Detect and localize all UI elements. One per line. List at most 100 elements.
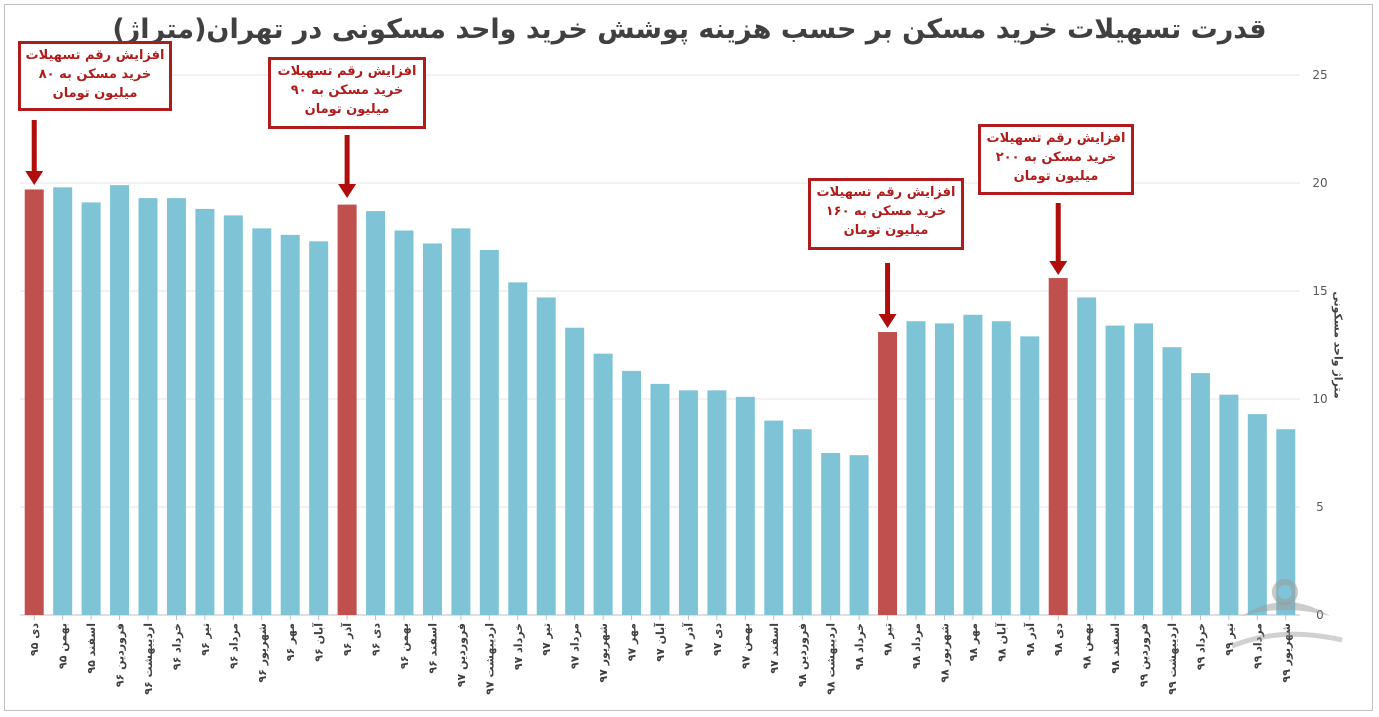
y-axis-label: متراژ واحد مسکونی bbox=[1331, 291, 1345, 399]
x-tick-label: فروردین ۹۶ bbox=[114, 623, 127, 687]
bar bbox=[223, 215, 243, 615]
bar bbox=[934, 323, 954, 615]
bar bbox=[849, 455, 869, 615]
bar bbox=[508, 282, 528, 615]
x-tick-label: دی ۹۵ bbox=[28, 623, 41, 656]
x-tick-label: مهر ۹۸ bbox=[967, 623, 980, 661]
x-tick-label: مرداد ۹۸ bbox=[910, 623, 923, 669]
x-tick-label: فروردین ۹۷ bbox=[455, 623, 468, 687]
x-tick-label: خرداد ۹۶ bbox=[170, 623, 183, 670]
x-tick-label: آذر ۹۸ bbox=[1023, 623, 1037, 656]
x-tick-label: بهمن ۹۶ bbox=[398, 623, 411, 669]
highlighted-bar bbox=[337, 204, 357, 615]
x-tick-label: تیر ۹۷ bbox=[540, 623, 553, 656]
bar bbox=[622, 370, 642, 615]
bar bbox=[1247, 414, 1267, 615]
bar bbox=[821, 453, 841, 615]
x-tick-label: بهمن ۹۷ bbox=[739, 623, 752, 669]
y-tick-label: 0 bbox=[1316, 608, 1324, 622]
bar bbox=[138, 198, 158, 615]
bar bbox=[1077, 297, 1097, 615]
annotation-box: افزایش رقم تسهیلات خرید مسکن به ۸۰ میلیو… bbox=[18, 41, 172, 111]
bar bbox=[166, 198, 186, 615]
bar bbox=[451, 228, 471, 616]
x-tick-label: اسفند ۹۵ bbox=[85, 623, 98, 674]
bar bbox=[1219, 394, 1239, 615]
x-tick-label: اردیبهشت ۹۷ bbox=[483, 623, 496, 695]
y-tick-label: 10 bbox=[1312, 392, 1327, 406]
bar bbox=[536, 297, 556, 615]
arrow-head bbox=[878, 314, 897, 328]
bar bbox=[593, 353, 613, 615]
y-tick-label: 5 bbox=[1316, 500, 1324, 514]
x-tick-label: شهریور ۹۹ bbox=[1280, 623, 1293, 683]
x-tick-label: مهر ۹۶ bbox=[284, 623, 297, 661]
bar bbox=[963, 314, 983, 615]
x-tick-label: شهریور ۹۷ bbox=[597, 623, 610, 683]
x-tick-label: اسفند ۹۶ bbox=[426, 623, 439, 674]
bar bbox=[81, 202, 101, 615]
bar bbox=[565, 327, 585, 615]
y-tick-label: 20 bbox=[1312, 176, 1327, 190]
x-tick-label: تیر ۹۶ bbox=[199, 623, 212, 656]
bar bbox=[991, 321, 1011, 615]
x-tick-label: مهر ۹۷ bbox=[626, 623, 639, 661]
bar bbox=[366, 211, 386, 615]
x-tick-label: شهریور ۹۸ bbox=[938, 623, 951, 683]
x-tick-label: بهمن ۹۵ bbox=[57, 623, 70, 669]
y-tick-label: 25 bbox=[1312, 68, 1327, 82]
watermark-logo bbox=[1231, 579, 1343, 649]
x-tick-label: دی ۹۸ bbox=[1052, 623, 1065, 656]
x-tick-label: بهمن ۹۸ bbox=[1081, 623, 1094, 669]
x-tick-label: فروردین ۹۹ bbox=[1138, 623, 1151, 687]
bar bbox=[394, 230, 414, 615]
x-tick-label: آذر ۹۷ bbox=[681, 623, 695, 656]
x-tick-label: آبان ۹۷ bbox=[653, 623, 667, 662]
x-tick-label: اردیبهشت ۹۸ bbox=[825, 623, 838, 695]
highlighted-bar bbox=[1048, 278, 1068, 615]
x-tick-label: خرداد ۹۷ bbox=[512, 623, 525, 670]
bar bbox=[1020, 336, 1040, 615]
x-tick-label: مرداد ۹۶ bbox=[227, 623, 240, 669]
bar bbox=[792, 429, 812, 615]
x-tick-label: اسفند ۹۸ bbox=[1109, 623, 1122, 674]
bar bbox=[906, 321, 926, 615]
bar bbox=[1134, 323, 1154, 615]
bar bbox=[422, 243, 442, 616]
x-tick-label: فروردین ۹۸ bbox=[796, 623, 809, 687]
bar bbox=[195, 208, 215, 616]
bar bbox=[252, 228, 272, 616]
annotation-box: افزایش رقم تسهیلات خرید مسکن به ۲۰۰ میلی… bbox=[978, 124, 1134, 195]
bar bbox=[309, 241, 329, 615]
bar bbox=[678, 390, 698, 615]
x-tick-label: شهریور ۹۶ bbox=[256, 623, 269, 683]
x-tick-label: مرداد ۹۹ bbox=[1251, 623, 1264, 669]
bar bbox=[707, 390, 727, 615]
x-tick-label: آذر ۹۶ bbox=[340, 623, 354, 656]
chart-frame bbox=[4, 4, 1373, 711]
bar bbox=[479, 249, 499, 615]
arrow-head bbox=[1049, 261, 1068, 275]
bar bbox=[1105, 325, 1125, 615]
highlighted-bar bbox=[24, 189, 44, 616]
bar bbox=[110, 185, 130, 615]
x-tick-label: دی ۹۶ bbox=[370, 623, 383, 656]
arrow-head bbox=[338, 184, 357, 198]
x-tick-label: اسفند ۹۷ bbox=[768, 623, 781, 674]
bar bbox=[53, 187, 73, 615]
y-tick-label: 15 bbox=[1312, 284, 1327, 298]
highlighted-bar bbox=[878, 332, 898, 615]
bar bbox=[735, 396, 755, 615]
x-tick-label: اردیبهشت ۹۶ bbox=[142, 623, 155, 695]
x-tick-label: آبان ۹۸ bbox=[994, 623, 1008, 662]
x-tick-label: خرداد ۹۹ bbox=[1194, 623, 1207, 670]
chart-title: قدرت تسهیلات خرید مسکن بر حسب هزینه پوشش… bbox=[112, 14, 1267, 45]
x-tick-label: دی ۹۷ bbox=[711, 623, 724, 656]
annotation-box: افزایش رقم تسهیلات خرید مسکن به ۱۶۰ میلی… bbox=[808, 178, 964, 250]
bar bbox=[650, 383, 670, 615]
x-tick-label: تیر ۹۸ bbox=[882, 623, 895, 656]
bar bbox=[1162, 347, 1182, 615]
bar bbox=[1190, 373, 1210, 615]
bar bbox=[280, 234, 300, 615]
